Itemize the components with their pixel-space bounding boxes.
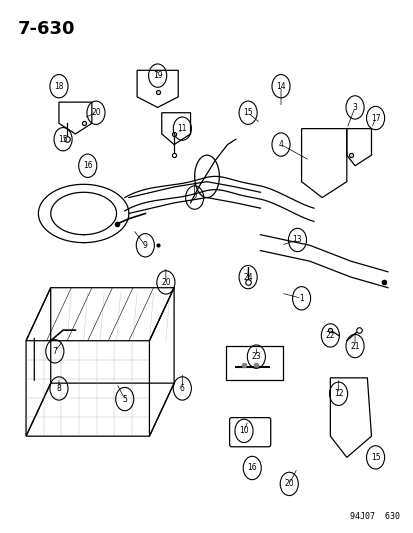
Text: 15: 15: [58, 135, 68, 144]
Text: 2: 2: [192, 193, 197, 202]
Text: 20: 20: [91, 108, 100, 117]
Text: 23: 23: [251, 352, 261, 361]
Text: 13: 13: [292, 236, 301, 245]
Text: 7-630: 7-630: [18, 20, 75, 38]
Text: 20: 20: [161, 278, 170, 287]
Text: 4: 4: [278, 140, 283, 149]
Text: 8: 8: [57, 384, 61, 393]
Text: 15: 15: [243, 108, 252, 117]
Text: 12: 12: [333, 389, 342, 398]
Text: 94J07  630: 94J07 630: [349, 512, 399, 521]
Text: 21: 21: [349, 342, 359, 351]
Text: 16: 16: [83, 161, 93, 170]
Text: 3: 3: [352, 103, 356, 112]
Text: 5: 5: [122, 394, 127, 403]
Text: 11: 11: [177, 124, 187, 133]
Text: 6: 6: [180, 384, 184, 393]
Text: 18: 18: [54, 82, 64, 91]
Text: 16: 16: [247, 464, 256, 472]
Text: 14: 14: [275, 82, 285, 91]
Text: 10: 10: [239, 426, 248, 435]
Text: 20: 20: [284, 479, 293, 488]
Text: 9: 9: [142, 241, 147, 250]
Text: 1: 1: [299, 294, 303, 303]
Text: 7: 7: [52, 347, 57, 356]
Text: 22: 22: [325, 331, 334, 340]
Text: 17: 17: [370, 114, 380, 123]
Text: 24: 24: [243, 272, 252, 281]
Text: 19: 19: [152, 71, 162, 80]
Text: 15: 15: [370, 453, 380, 462]
